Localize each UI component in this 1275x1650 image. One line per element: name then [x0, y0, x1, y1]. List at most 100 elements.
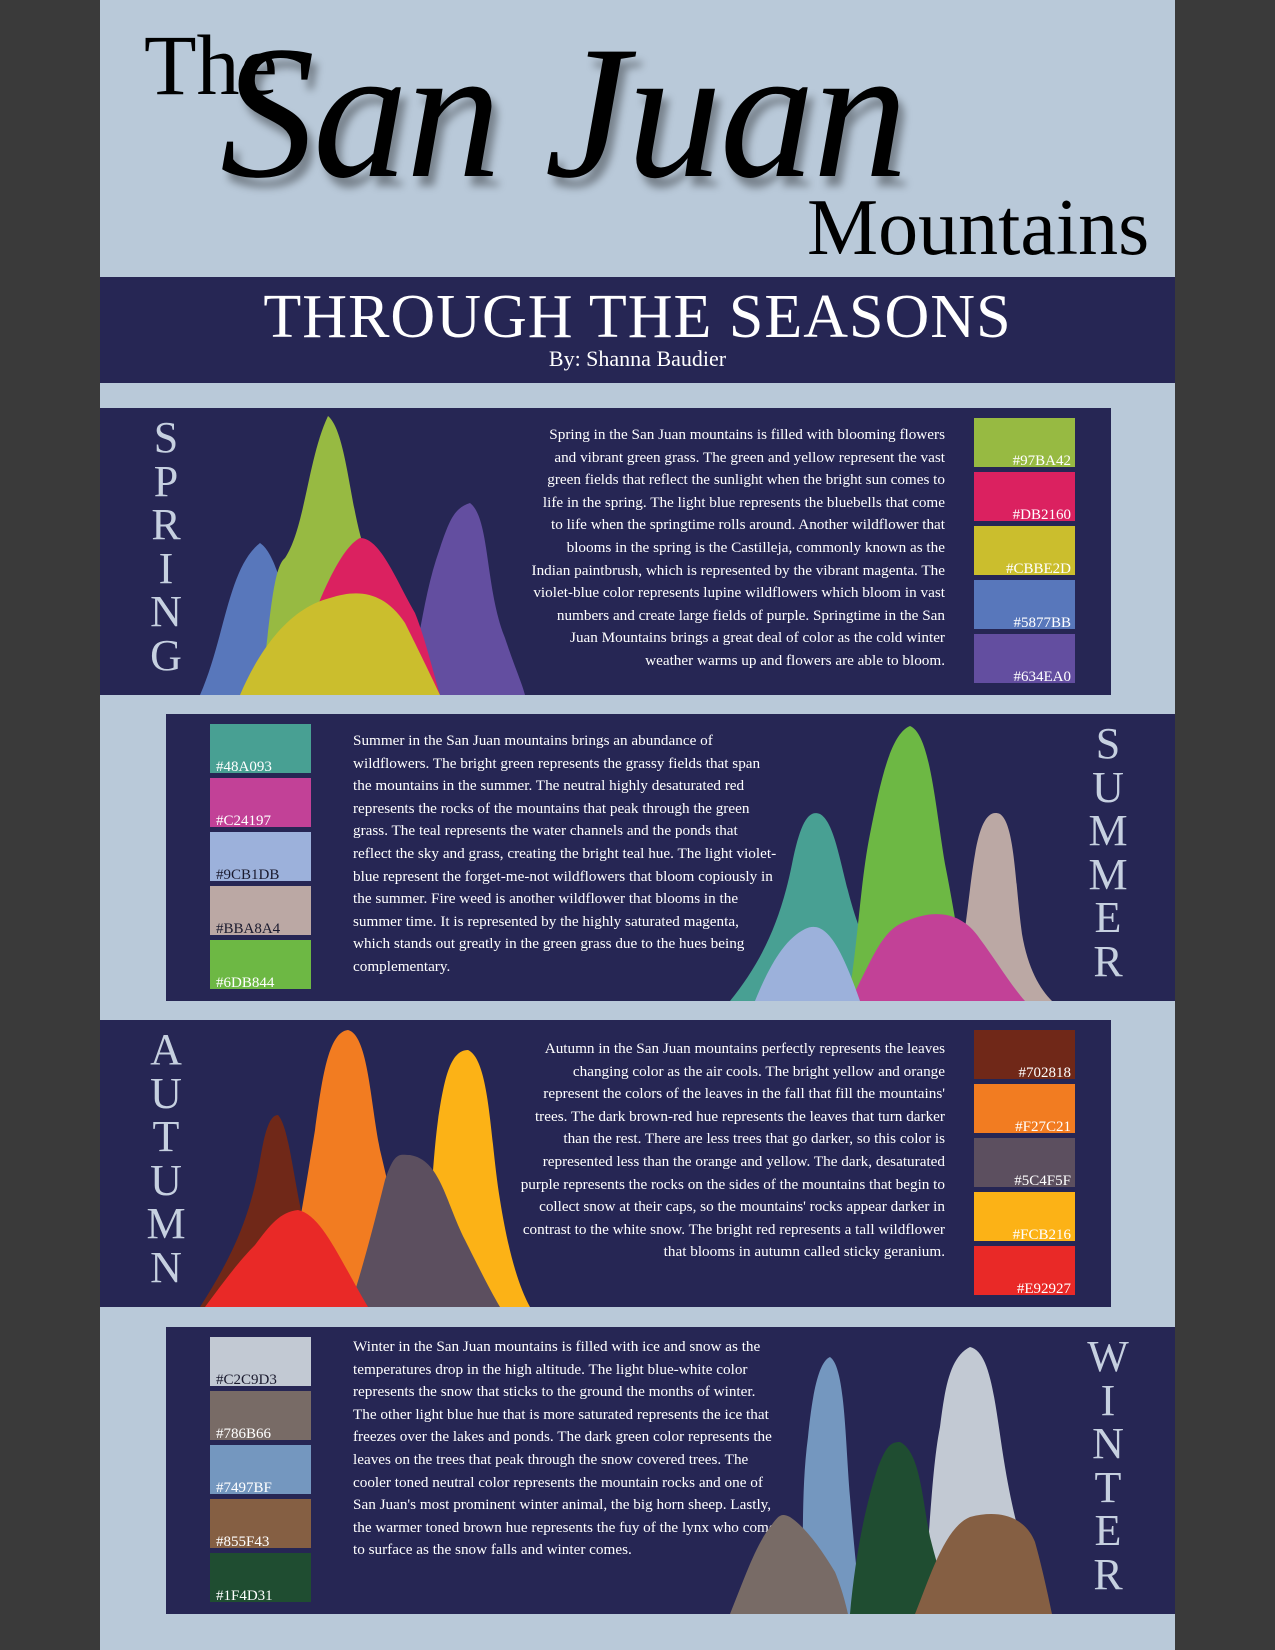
season-letter: S	[153, 413, 179, 462]
season-label-spring: S P R I N G	[136, 416, 196, 677]
color-swatch-label: #C24197	[216, 813, 272, 829]
description-summer: Summer in the San Juan mountains brings …	[353, 732, 777, 975]
color-swatch-label: #9CB1DB	[216, 867, 280, 883]
season-letter: G	[150, 630, 182, 680]
poster: The San Juan Mountains THROUGH THE SEASO…	[100, 0, 1175, 1650]
color-swatch-label: #DB2160	[1012, 507, 1071, 523]
season-letter: R	[151, 500, 181, 549]
season-letter: M	[146, 1199, 186, 1248]
panel-spring: S P R I N G Spring in the San Juan mount…	[100, 408, 1111, 695]
color-swatch: #7497BF	[210, 1445, 311, 1496]
season-letter: N	[150, 587, 182, 636]
mountain-shape	[755, 926, 860, 1001]
swatches-summer: #48A093 #C24197 #9CB1DB #BBA8A4 #6DB844	[210, 724, 311, 994]
panel-summer: #48A093 #C24197 #9CB1DB #BBA8A4 #6DB844 Summ…	[166, 714, 1175, 1001]
swatches-winter: #C2C9D3 #786B66 #7497BF #855F43 #1F4D31	[210, 1337, 311, 1607]
color-swatch-label: #1F4D31	[216, 1588, 273, 1604]
byline: By: Shanna Baudier	[548, 346, 727, 371]
mountain-shape	[405, 503, 525, 695]
summer-mountains-illustration	[730, 726, 1052, 1001]
panel-winter: #C2C9D3 #786B66 #7497BF #855F43 #1F4D31 Wint…	[166, 1327, 1175, 1614]
color-swatch-label: #786B66	[216, 1426, 272, 1442]
season-label-summer: S U M M E R	[1078, 722, 1138, 983]
description-winter: Winter in the San Juan mountains is fill…	[353, 1338, 776, 1559]
color-swatch: #1F4D31	[210, 1553, 311, 1604]
color-swatch: #97BA42	[974, 418, 1075, 469]
mountain-shape	[350, 1154, 500, 1307]
color-swatch-label: #634EA0	[1013, 669, 1072, 685]
season-letter: M	[1088, 806, 1128, 855]
season-letter: U	[150, 1155, 182, 1205]
spring-mountains-illustration	[200, 416, 525, 695]
season-letter: W	[1087, 1332, 1129, 1381]
season-letter: U	[1092, 762, 1124, 812]
season-letter: E	[1094, 893, 1122, 942]
mountain-shape	[915, 1514, 1052, 1614]
color-swatch-label: #CBBE2D	[1005, 561, 1071, 577]
banner: THROUGH THE SEASONS By: Shanna Baudier	[100, 277, 1175, 383]
color-swatch-label: #7497BF	[216, 1480, 272, 1496]
swatches-spring: #97BA42 #DB2160 #CBBE2D #5877BB #634EA0	[974, 418, 1075, 688]
swatches-autumn: #702818 #F27C21 #5C4F5F #FCB216 #E92927	[974, 1030, 1075, 1300]
season-label-autumn: A U T U M N	[136, 1028, 196, 1289]
season-letter: R	[1093, 936, 1123, 986]
season-label-winter: W I N T E R	[1078, 1335, 1138, 1596]
color-swatch-label: #F27C21	[1015, 1119, 1071, 1135]
color-swatch: #FCB216	[974, 1192, 1075, 1243]
description-spring: Spring in the San Juan mountains is fill…	[531, 426, 945, 669]
color-swatch: #855F43	[210, 1499, 311, 1550]
color-swatch-label: #855F43	[216, 1534, 270, 1550]
season-letter: I	[1100, 1375, 1116, 1425]
color-swatch-label: #97BA42	[1012, 453, 1071, 469]
season-letter: M	[1088, 849, 1128, 899]
season-letter: N	[1092, 1419, 1124, 1468]
season-letter: E	[1094, 1506, 1122, 1555]
color-swatch: #5C4F5F	[974, 1138, 1075, 1189]
color-swatch-label: #5877BB	[1013, 615, 1071, 631]
color-swatch: #E92927	[974, 1246, 1075, 1297]
color-swatch-label: #BBA8A4	[216, 921, 281, 937]
season-letter: N	[150, 1242, 182, 1292]
color-swatch: #F27C21	[974, 1084, 1075, 1135]
color-swatch: #9CB1DB	[210, 832, 311, 883]
color-swatch-label: #FCB216	[1012, 1227, 1071, 1243]
mountain-shape	[205, 1210, 368, 1307]
season-letter: A	[150, 1025, 182, 1074]
color-swatch-label: #702818	[1018, 1065, 1072, 1081]
panel-autumn: A U T U M N Autumn in the San Juan mount…	[100, 1020, 1111, 1307]
color-swatch: #634EA0	[974, 634, 1075, 685]
color-swatch: #C24197	[210, 778, 311, 829]
season-letter: T	[152, 1112, 180, 1161]
color-swatch: #DB2160	[974, 472, 1075, 523]
season-letter: S	[1095, 719, 1121, 768]
banner-title: THROUGH THE SEASONS	[263, 283, 1012, 351]
color-swatch: #5877BB	[974, 580, 1075, 631]
color-swatch: #CBBE2D	[974, 526, 1075, 577]
autumn-mountains-illustration	[200, 1030, 530, 1307]
season-letter: I	[158, 543, 174, 593]
color-swatch: #6DB844	[210, 940, 311, 991]
color-swatch-label: #48A093	[216, 759, 272, 775]
color-swatch: #786B66	[210, 1391, 311, 1442]
mountain-shape	[850, 1442, 955, 1614]
color-swatch: #C2C9D3	[210, 1337, 311, 1388]
mountain-shape	[730, 1515, 848, 1614]
title-the: The	[144, 17, 278, 113]
title-mountains: Mountains	[807, 184, 1150, 272]
color-swatch-label: #5C4F5F	[1014, 1173, 1071, 1189]
mountain-shape	[850, 914, 1025, 1001]
mountain-shape	[730, 813, 890, 1001]
color-swatch-label: #E92927	[1016, 1281, 1071, 1297]
description-autumn: Autumn in the San Juan mountains perfect…	[520, 1040, 945, 1261]
color-swatch-label: #C2C9D3	[216, 1372, 277, 1388]
season-letter: T	[1094, 1462, 1122, 1512]
season-letter: P	[153, 456, 179, 506]
color-swatch: #BBA8A4	[210, 886, 311, 937]
color-swatch-label: #6DB844	[216, 975, 275, 991]
mountain-shape	[240, 593, 440, 695]
season-letter: U	[150, 1068, 182, 1118]
season-letter: R	[1093, 1549, 1123, 1599]
color-swatch: #48A093	[210, 724, 311, 775]
winter-mountains-illustration	[730, 1347, 1052, 1614]
color-swatch: #702818	[974, 1030, 1075, 1081]
